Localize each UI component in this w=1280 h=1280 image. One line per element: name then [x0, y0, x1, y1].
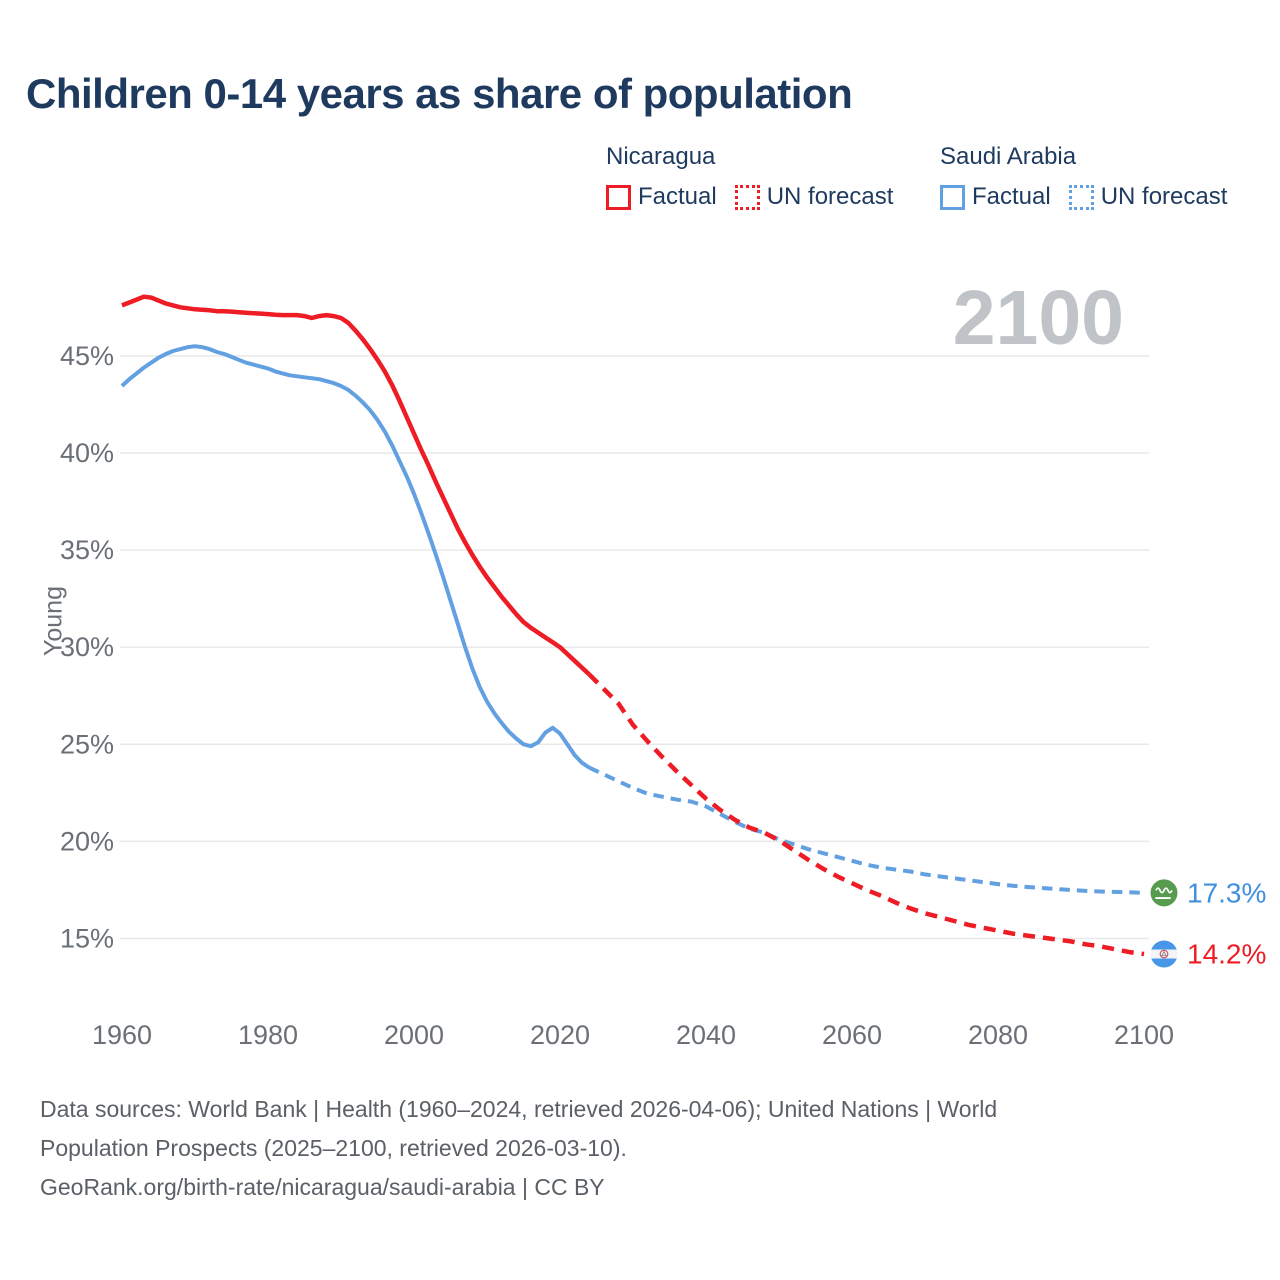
y-tick-label-45%: 45%	[60, 341, 114, 371]
nicaragua-flag-icon	[1150, 940, 1178, 968]
legend-label-saudi-factual: Factual	[972, 183, 1051, 210]
footer-line-3: GeoRank.org/birth-rate/nicaragua/saudi-a…	[40, 1174, 605, 1200]
y-tick-label-35%: 35%	[60, 535, 114, 565]
legend-swatch-nicaragua-factual	[606, 184, 631, 210]
x-tick-label-2020: 2020	[530, 1020, 590, 1050]
legend-label-nicaragua-forecast: UN forecast	[766, 183, 894, 210]
legend-swatch-saudi-forecast	[1068, 184, 1094, 210]
legend-title-nicaragua: Nicaragua	[606, 143, 716, 170]
footer-line-2: Population Prospects (2025–2100, retriev…	[40, 1135, 627, 1161]
legend-swatch-nicaragua-forecast	[734, 184, 760, 210]
end-label-saudi-arabia: 17.3%	[1187, 877, 1266, 908]
x-tick-label-1960: 1960	[92, 1020, 152, 1050]
y-tick-label-20%: 20%	[60, 826, 114, 856]
nicaragua-flag-emblem-triangle	[1161, 950, 1167, 957]
x-tick-label-2000: 2000	[384, 1020, 444, 1050]
legend-label-nicaragua-factual: Factual	[638, 183, 717, 210]
series-nicaragua-factual	[121, 294, 591, 677]
x-tick-labels: 1960 1980 2000 2020 2040 2060 2080 2100	[92, 1020, 1174, 1050]
y-tick-label-25%: 25%	[60, 729, 114, 759]
saudi-flag-script	[1155, 887, 1173, 894]
legend-row-nicaragua: Factual UN forecast	[606, 183, 893, 211]
legend-group-nicaragua: Nicaragua Factual UN forecast	[606, 143, 893, 211]
y-tick-label-40%: 40%	[60, 438, 114, 468]
chart-legend: Nicaragua Factual UN forecast Saudi Arab…	[0, 143, 1280, 223]
legend-swatch-saudi-factual	[940, 184, 965, 210]
legend-title-saudi-arabia: Saudi Arabia	[940, 143, 1077, 170]
saudi-arabia-flag-icon	[1150, 879, 1178, 907]
series-lines	[120, 294, 1145, 957]
series-nicaragua-forecast	[587, 672, 1145, 957]
series-saudi-arabia-factual	[120, 344, 591, 770]
end-label-nicaragua: 14.2%	[1187, 939, 1266, 970]
x-tick-label-2100: 2100	[1114, 1020, 1174, 1050]
y-tick-label-15%: 15%	[60, 924, 114, 954]
series-saudi-arabia-forecast	[588, 765, 1145, 895]
legend-row-saudi-arabia: Factual UN forecast	[940, 183, 1227, 211]
nicaragua-flag-top-band	[1150, 940, 1178, 950]
page-title: Children 0-14 years as share of populati…	[26, 70, 853, 117]
series-end-labels: 17.3% 14.2%	[1150, 877, 1266, 970]
y-tick-label-30%: 30%	[60, 632, 114, 662]
x-tick-label-2080: 2080	[968, 1020, 1028, 1050]
saudi-flag-circle	[1150, 879, 1178, 907]
legend-label-saudi-forecast: UN forecast	[1100, 183, 1228, 210]
y-tick-labels: 15% 20% 25% 30% 35% 40% 45%	[60, 341, 114, 954]
footer-line-1: Data sources: World Bank | Health (1960–…	[40, 1096, 998, 1122]
x-tick-label-2060: 2060	[822, 1020, 882, 1050]
legend-group-saudi-arabia: Saudi Arabia Factual UN forecast	[940, 143, 1227, 211]
x-tick-label-2040: 2040	[676, 1020, 736, 1050]
watermark-year: 2100	[953, 275, 1124, 361]
footer-attribution: Data sources: World Bank | Health (1960–…	[40, 1090, 1220, 1207]
nicaragua-flag-bottom-band	[1150, 958, 1178, 968]
y-gridlines	[120, 355, 1149, 940]
x-tick-label-1980: 1980	[238, 1020, 298, 1050]
